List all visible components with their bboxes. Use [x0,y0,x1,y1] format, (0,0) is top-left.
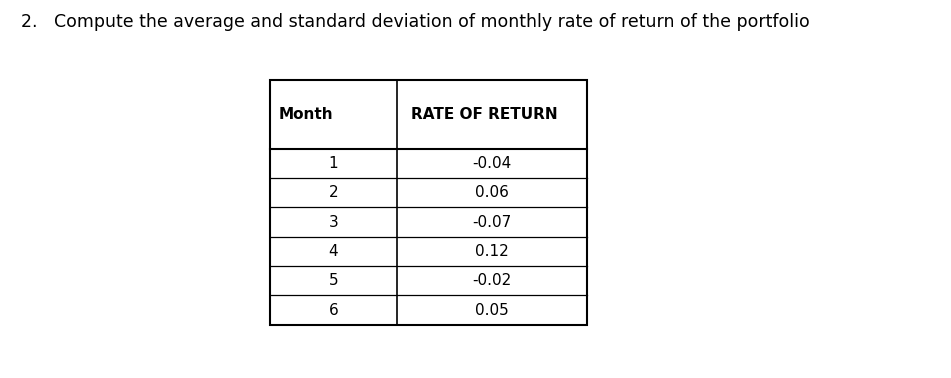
Text: 6: 6 [328,303,339,318]
Text: 5: 5 [328,273,339,288]
Text: 3: 3 [328,215,339,229]
Text: 4: 4 [328,244,339,259]
Text: -0.04: -0.04 [473,156,512,171]
Text: -0.02: -0.02 [473,273,512,288]
Text: 0.05: 0.05 [475,303,509,318]
Text: 2.   Compute the average and standard deviation of monthly rate of return of the: 2. Compute the average and standard devi… [21,13,809,31]
Text: 1: 1 [328,156,339,171]
Text: 0.12: 0.12 [475,244,509,259]
Text: RATE OF RETURN: RATE OF RETURN [412,107,558,122]
Text: 0.06: 0.06 [475,185,509,200]
Text: 2: 2 [328,185,339,200]
Text: -0.07: -0.07 [473,215,512,229]
Text: Month: Month [279,107,334,122]
